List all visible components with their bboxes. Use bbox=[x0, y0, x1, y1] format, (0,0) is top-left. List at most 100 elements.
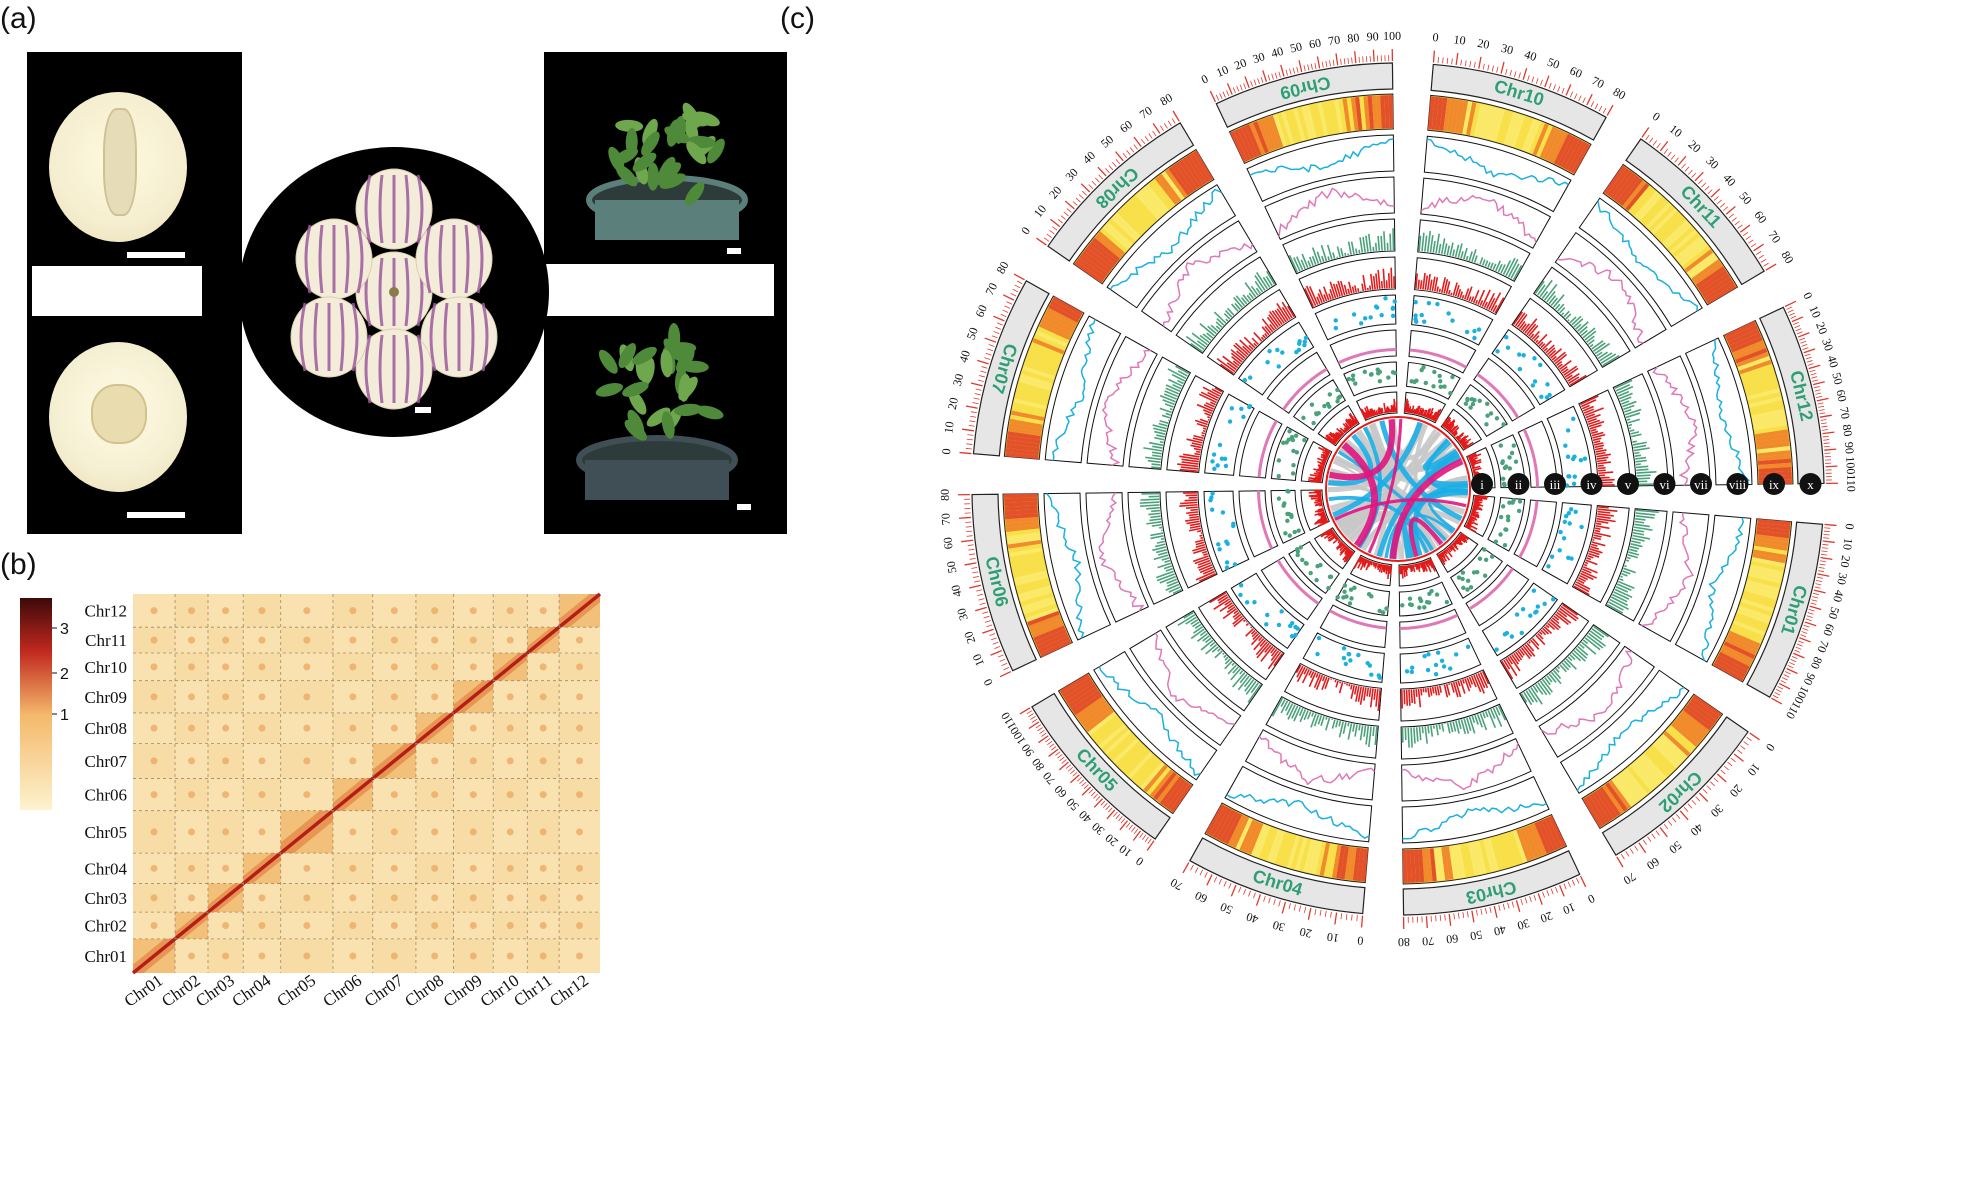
axis-minor-tick bbox=[1126, 150, 1131, 156]
data-bar bbox=[1354, 724, 1358, 737]
data-bar bbox=[1320, 515, 1327, 520]
gene-density-bin bbox=[1501, 833, 1516, 867]
gene-density-bin bbox=[1090, 714, 1119, 739]
data-bar bbox=[1193, 626, 1204, 634]
axis-tick bbox=[1638, 842, 1647, 854]
data-bar bbox=[1317, 499, 1322, 502]
data-bar bbox=[1303, 667, 1308, 675]
data-bar bbox=[1224, 660, 1233, 670]
data-bar bbox=[1390, 267, 1393, 289]
centromere-signal bbox=[222, 757, 230, 765]
axis-minor-tick bbox=[1232, 87, 1236, 94]
axis-minor-tick bbox=[1810, 602, 1817, 605]
data-bar bbox=[1597, 461, 1611, 465]
centromere-signal bbox=[303, 894, 311, 902]
axis-minor-tick bbox=[1821, 547, 1828, 549]
data-bar bbox=[1296, 665, 1304, 678]
centromere-signal bbox=[150, 693, 158, 701]
data-bar bbox=[1418, 562, 1421, 565]
data-bar bbox=[1468, 296, 1472, 302]
track-frame bbox=[1541, 502, 1592, 585]
centromere-signal bbox=[390, 724, 398, 732]
fruit-stripe bbox=[364, 174, 372, 244]
axis-minor-tick bbox=[1152, 130, 1157, 137]
gene-density-bin bbox=[1384, 95, 1390, 129]
data-bar bbox=[1348, 425, 1352, 429]
data-bar bbox=[1164, 403, 1174, 408]
data-bar bbox=[1195, 543, 1206, 548]
data-bar bbox=[1318, 472, 1323, 475]
data-bar bbox=[1155, 570, 1174, 579]
data-bar bbox=[1468, 518, 1476, 522]
gene-density-bin bbox=[1737, 355, 1771, 371]
gene-density-bin bbox=[1303, 839, 1315, 873]
gene-density-bin bbox=[1567, 141, 1587, 173]
data-point bbox=[1528, 613, 1533, 618]
data-bar bbox=[1266, 316, 1278, 330]
data-bar bbox=[1460, 532, 1468, 539]
data-point bbox=[1493, 539, 1499, 544]
axis-tick-label: 90 bbox=[1842, 441, 1857, 454]
data-bar bbox=[1597, 351, 1608, 360]
data-bar bbox=[1280, 699, 1286, 708]
data-bar bbox=[1445, 281, 1451, 295]
centromere-signal bbox=[469, 663, 477, 671]
axis-minor-tick bbox=[1800, 340, 1807, 344]
axis-tick-label: 20 bbox=[1813, 320, 1830, 336]
data-bar bbox=[1148, 512, 1161, 516]
data-bar bbox=[1484, 260, 1489, 267]
axis-tick-label: 10 bbox=[1561, 900, 1577, 917]
track-frame bbox=[1554, 231, 1667, 349]
data-bar bbox=[1314, 508, 1324, 513]
data-bar bbox=[1154, 430, 1166, 435]
centromere-signal bbox=[539, 757, 547, 765]
axis-tick-label: 50 bbox=[1098, 132, 1116, 150]
axis-tick-label: 70 bbox=[938, 513, 953, 526]
centromere-signal bbox=[349, 636, 357, 644]
axis-minor-tick bbox=[1487, 64, 1490, 71]
axis-tick bbox=[1013, 273, 1025, 281]
gene-density-bin bbox=[1032, 338, 1065, 355]
data-bar bbox=[1301, 253, 1309, 268]
data-bar bbox=[1165, 567, 1173, 572]
data-bar bbox=[1375, 273, 1379, 290]
axis-minor-tick bbox=[1061, 759, 1067, 764]
data-bar bbox=[1522, 645, 1533, 657]
data-bar bbox=[1315, 517, 1328, 524]
data-point bbox=[1229, 406, 1235, 411]
gene-density-bin bbox=[1140, 761, 1165, 790]
data-bar bbox=[1561, 312, 1565, 316]
data-bar bbox=[1167, 368, 1187, 380]
data-bar bbox=[1300, 259, 1306, 270]
data-bar bbox=[1242, 345, 1251, 354]
gene-density-bin bbox=[1422, 848, 1429, 883]
gene-density-bin bbox=[1752, 416, 1787, 427]
gene-density-bin bbox=[1439, 97, 1448, 131]
axis-minor-tick bbox=[1625, 851, 1630, 857]
data-bar bbox=[1553, 615, 1560, 621]
gene-density-bin bbox=[1756, 441, 1790, 450]
centromere-signal bbox=[539, 663, 547, 671]
link-chord bbox=[1328, 495, 1434, 551]
link-chord bbox=[1337, 450, 1447, 542]
gene-density-bin bbox=[1118, 743, 1145, 770]
data-point bbox=[1435, 650, 1441, 655]
data-bar bbox=[1309, 473, 1323, 478]
data-bar bbox=[1465, 255, 1469, 261]
axis-tick-label: 60 bbox=[1308, 35, 1322, 51]
data-bar bbox=[1426, 230, 1432, 252]
gene-density-bin bbox=[1729, 332, 1762, 350]
data-bar bbox=[1227, 604, 1235, 610]
gene-density-bin bbox=[1626, 765, 1651, 794]
gene-density-bin bbox=[1754, 541, 1788, 551]
data-bar bbox=[1344, 252, 1347, 256]
data-bar bbox=[1301, 669, 1311, 684]
plant-leaf bbox=[646, 162, 659, 191]
centromere-signal bbox=[431, 952, 439, 960]
data-bar bbox=[1339, 544, 1346, 552]
data-bar bbox=[1567, 656, 1573, 662]
data-bar bbox=[1414, 563, 1418, 570]
gene-density-bin bbox=[1481, 105, 1493, 139]
axis-minor-tick bbox=[1818, 570, 1825, 573]
data-point bbox=[1223, 463, 1229, 469]
